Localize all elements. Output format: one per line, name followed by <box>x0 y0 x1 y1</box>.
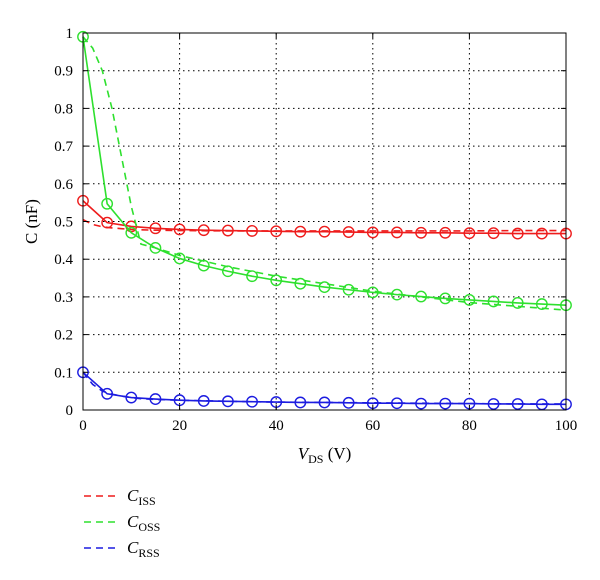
legend-label-sub: OSS <box>138 520 160 534</box>
grid-lines <box>83 33 566 410</box>
series-rss <box>77 366 572 411</box>
data-point <box>511 227 524 240</box>
data-point <box>342 283 355 296</box>
data-point <box>294 225 307 238</box>
legend-item-oss: COSS <box>84 512 160 534</box>
data-point <box>487 398 500 410</box>
data-point <box>342 396 355 409</box>
x-axis-label-main: V <box>298 444 311 463</box>
y-tick-label: 0.9 <box>54 64 73 80</box>
data-point <box>391 397 403 410</box>
data-point <box>221 224 234 237</box>
data-point <box>101 197 114 210</box>
legend-label: CRSS <box>127 538 160 560</box>
data-point <box>197 395 210 407</box>
data-point <box>221 265 234 278</box>
y-tick-label: 0 <box>66 403 74 419</box>
data-point <box>246 225 258 237</box>
data-point <box>246 395 258 408</box>
y-tick-label: 0.6 <box>54 177 73 193</box>
x-tick-label: 100 <box>555 418 578 434</box>
legend-item-iss: CISS <box>84 486 156 508</box>
data-point <box>318 396 331 409</box>
data-point <box>391 226 403 239</box>
data-point <box>101 216 114 229</box>
y-tick-label: 1 <box>66 26 74 42</box>
data-point <box>294 396 307 409</box>
legend-label: CISS <box>127 486 156 508</box>
series-dashed-line <box>82 36 567 311</box>
data-point <box>246 270 258 283</box>
data-point <box>463 294 476 306</box>
y-tick-label: 0.4 <box>54 252 73 268</box>
x-axis-label-sub: DS <box>308 452 323 466</box>
data-point <box>415 290 427 303</box>
data-point <box>366 286 379 299</box>
x-axis-label: VDS (V) <box>298 444 352 466</box>
series-solid-line <box>82 36 567 306</box>
data-point <box>125 391 138 404</box>
series-oss <box>77 30 572 312</box>
data-point <box>463 227 476 240</box>
data-point <box>342 226 355 238</box>
data-point <box>318 281 331 293</box>
data-point <box>415 397 427 410</box>
axis-ticks <box>82 32 567 411</box>
legend-label-main: C <box>127 512 139 531</box>
legend-label-main: C <box>127 486 139 505</box>
y-tick-label: 0.7 <box>54 139 73 155</box>
data-point <box>197 259 210 272</box>
series-solid-line <box>82 200 566 235</box>
y-tick-label: 0.1 <box>54 365 73 381</box>
x-axis-label-unit: (V) <box>323 444 351 463</box>
y-axis-label: C (nF) <box>22 199 41 244</box>
tick-labels: 0 20 40 60 80 100 0 0.1 0.2 0.3 0.4 0.5 0.6 0.7 0.8 0.9… <box>54 26 577 434</box>
data-point <box>366 226 379 239</box>
legend-label-main: C <box>127 538 139 557</box>
data-point <box>270 225 283 238</box>
data-point <box>535 298 548 310</box>
data-point <box>391 288 403 301</box>
series-layer <box>77 30 572 411</box>
data-point <box>125 226 138 239</box>
data-point <box>318 225 331 238</box>
data-point <box>439 226 452 239</box>
data-point <box>173 252 186 265</box>
data-point <box>270 274 283 287</box>
x-tick-label: 40 <box>269 418 284 434</box>
series-iss <box>77 194 572 240</box>
x-tick-label: 80 <box>462 418 477 434</box>
legend-label: COSS <box>127 512 160 534</box>
data-point <box>149 393 162 405</box>
x-tick-label: 20 <box>172 418 187 434</box>
data-point <box>487 227 500 240</box>
data-point <box>511 297 524 309</box>
data-point <box>149 241 162 254</box>
y-tick-label: 0.5 <box>54 215 73 231</box>
data-point <box>487 295 500 308</box>
series-solid-line <box>82 371 566 406</box>
y-tick-label: 0.3 <box>54 290 73 306</box>
data-point <box>173 223 186 236</box>
data-point <box>535 227 548 240</box>
y-tick-label: 0.8 <box>54 101 73 117</box>
x-tick-label: 60 <box>365 418 380 434</box>
data-point <box>197 224 210 237</box>
data-point <box>511 398 524 410</box>
data-point <box>415 226 427 239</box>
x-tick-label: 0 <box>79 418 87 434</box>
legend-label-sub: ISS <box>138 494 155 508</box>
data-point <box>439 292 452 305</box>
data-point <box>149 222 162 235</box>
data-point <box>439 397 452 410</box>
legend-label-sub: RSS <box>138 546 159 560</box>
data-point <box>294 277 307 290</box>
legend-item-rss: CRSS <box>84 538 160 560</box>
data-point <box>221 395 234 408</box>
data-point <box>101 387 114 400</box>
y-tick-label: 0.2 <box>54 328 73 344</box>
